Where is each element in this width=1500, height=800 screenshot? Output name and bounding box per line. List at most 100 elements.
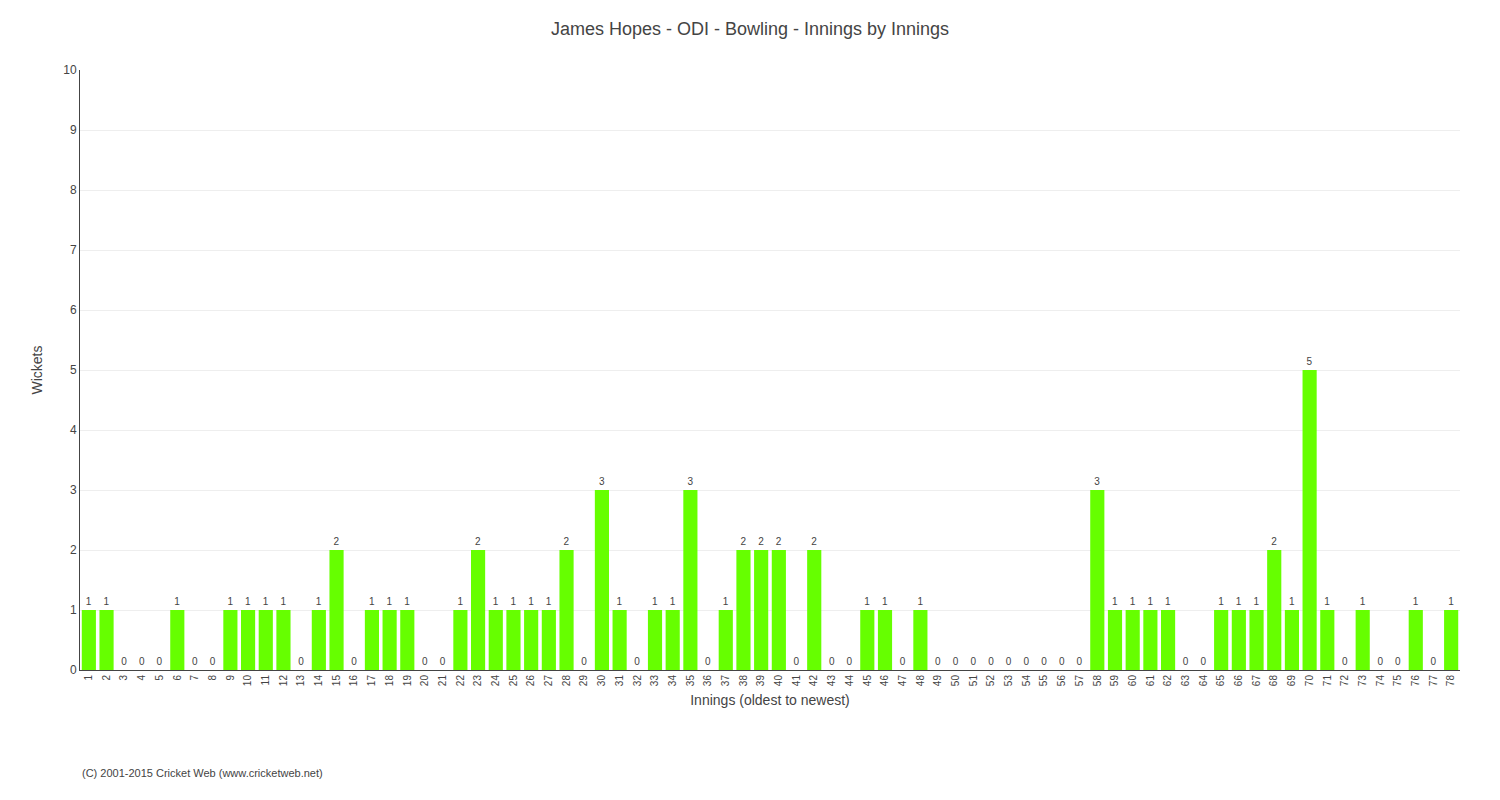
svg-text:51: 51 <box>968 675 979 687</box>
svg-text:70: 70 <box>1304 675 1315 687</box>
svg-text:4: 4 <box>136 675 147 681</box>
svg-text:Innings (oldest to newest): Innings (oldest to newest) <box>690 692 850 708</box>
svg-text:32: 32 <box>632 675 643 687</box>
svg-text:41: 41 <box>791 675 802 687</box>
svg-text:34: 34 <box>667 675 678 687</box>
svg-text:1: 1 <box>457 596 463 607</box>
svg-text:57: 57 <box>1074 675 1085 687</box>
svg-text:50: 50 <box>950 675 961 687</box>
svg-text:1: 1 <box>652 596 658 607</box>
svg-text:3: 3 <box>118 675 129 681</box>
svg-text:0: 0 <box>1059 656 1065 667</box>
svg-text:0: 0 <box>935 656 941 667</box>
svg-text:3: 3 <box>599 476 605 487</box>
svg-text:0: 0 <box>794 656 800 667</box>
svg-text:2: 2 <box>758 536 764 547</box>
svg-text:25: 25 <box>508 675 519 687</box>
svg-text:1: 1 <box>546 596 552 607</box>
svg-text:65: 65 <box>1215 675 1226 687</box>
svg-text:2: 2 <box>811 536 817 547</box>
svg-text:0: 0 <box>139 656 145 667</box>
svg-text:44: 44 <box>844 675 855 687</box>
svg-text:35: 35 <box>685 675 696 687</box>
svg-text:0: 0 <box>970 656 976 667</box>
svg-text:1: 1 <box>617 596 623 607</box>
svg-text:0: 0 <box>634 656 640 667</box>
svg-text:72: 72 <box>1339 675 1350 687</box>
svg-text:20: 20 <box>419 675 430 687</box>
svg-text:0: 0 <box>1183 656 1189 667</box>
svg-text:2: 2 <box>564 536 570 547</box>
svg-text:58: 58 <box>1092 675 1103 687</box>
svg-text:1: 1 <box>227 596 233 607</box>
svg-text:19: 19 <box>402 675 413 687</box>
svg-text:29: 29 <box>578 675 589 687</box>
svg-text:0: 0 <box>1006 656 1012 667</box>
svg-text:60: 60 <box>1127 675 1138 687</box>
svg-text:37: 37 <box>720 675 731 687</box>
svg-text:1: 1 <box>723 596 729 607</box>
svg-text:18: 18 <box>384 675 395 687</box>
svg-text:17: 17 <box>366 675 377 687</box>
svg-text:8: 8 <box>70 183 77 197</box>
svg-text:78: 78 <box>1445 675 1456 687</box>
svg-text:73: 73 <box>1357 675 1368 687</box>
svg-text:59: 59 <box>1109 675 1120 687</box>
svg-text:2: 2 <box>334 536 340 547</box>
svg-text:5: 5 <box>70 363 77 377</box>
svg-text:69: 69 <box>1286 675 1297 687</box>
svg-text:10: 10 <box>242 675 253 687</box>
svg-text:46: 46 <box>879 675 890 687</box>
svg-text:5: 5 <box>1307 356 1313 367</box>
svg-text:76: 76 <box>1410 675 1421 687</box>
svg-text:1: 1 <box>670 596 676 607</box>
svg-text:8: 8 <box>207 675 218 681</box>
svg-text:56: 56 <box>1056 675 1067 687</box>
svg-text:1: 1 <box>510 596 516 607</box>
svg-text:0: 0 <box>1342 656 1348 667</box>
svg-text:0: 0 <box>157 656 163 667</box>
svg-text:52: 52 <box>985 675 996 687</box>
svg-text:1: 1 <box>70 603 77 617</box>
svg-text:1: 1 <box>263 596 269 607</box>
svg-text:54: 54 <box>1021 675 1032 687</box>
svg-text:1: 1 <box>1130 596 1136 607</box>
svg-text:1: 1 <box>493 596 499 607</box>
svg-text:1: 1 <box>316 596 322 607</box>
svg-text:1: 1 <box>917 596 923 607</box>
svg-text:26: 26 <box>525 675 536 687</box>
svg-text:2: 2 <box>70 543 77 557</box>
svg-text:0: 0 <box>1024 656 1030 667</box>
svg-text:48: 48 <box>915 675 926 687</box>
svg-text:1: 1 <box>1289 596 1295 607</box>
svg-text:6: 6 <box>70 303 77 317</box>
svg-text:6: 6 <box>172 675 183 681</box>
svg-text:0: 0 <box>1377 656 1383 667</box>
svg-text:12: 12 <box>278 675 289 687</box>
svg-text:1: 1 <box>1324 596 1330 607</box>
svg-text:7: 7 <box>70 243 77 257</box>
svg-text:15: 15 <box>331 675 342 687</box>
svg-text:45: 45 <box>862 675 873 687</box>
svg-text:2: 2 <box>475 536 481 547</box>
svg-text:1: 1 <box>864 596 870 607</box>
svg-text:0: 0 <box>70 663 77 677</box>
svg-text:2: 2 <box>776 536 782 547</box>
svg-text:64: 64 <box>1198 675 1209 687</box>
svg-text:2: 2 <box>1271 536 1277 547</box>
svg-text:71: 71 <box>1322 675 1333 687</box>
svg-text:0: 0 <box>351 656 357 667</box>
svg-text:2: 2 <box>740 536 746 547</box>
svg-text:3: 3 <box>1094 476 1100 487</box>
svg-text:0: 0 <box>900 656 906 667</box>
svg-text:9: 9 <box>70 123 77 137</box>
svg-text:1: 1 <box>1254 596 1260 607</box>
svg-text:1: 1 <box>882 596 888 607</box>
svg-text:28: 28 <box>561 675 572 687</box>
svg-text:1: 1 <box>86 596 92 607</box>
svg-text:1: 1 <box>404 596 410 607</box>
svg-text:1: 1 <box>1448 596 1454 607</box>
svg-text:1: 1 <box>83 675 94 681</box>
svg-text:1: 1 <box>1236 596 1242 607</box>
svg-text:77: 77 <box>1428 675 1439 687</box>
